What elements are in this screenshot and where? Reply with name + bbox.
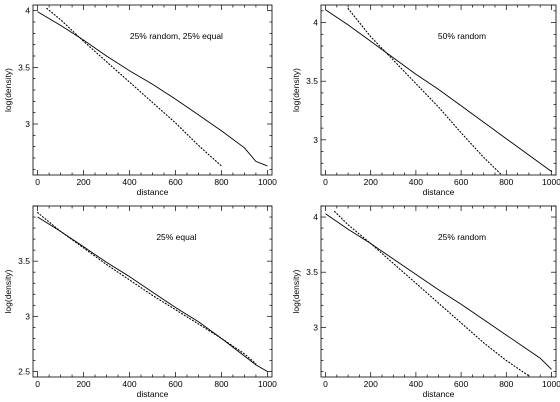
chart-panel-4: 0 200 400 600 800 1000 3 3.5 4 distance log(densit… — [291, 205, 560, 399]
x-axis-label: distance — [423, 389, 455, 399]
x-tick-label: 0 — [35, 379, 40, 389]
x-tick-label: 800 — [499, 379, 513, 389]
x-tick-label: 600 — [454, 379, 468, 389]
panel-annotation: 25% equal — [156, 232, 196, 242]
x-tick-label: 800 — [214, 177, 228, 187]
x-tick-label: 1000 — [542, 177, 560, 187]
x-tick-label: 800 — [499, 177, 513, 187]
x-tick-label: 400 — [122, 379, 136, 389]
chart-panel-3: 0 200 400 600 800 1000 2.5 3 3.5 distance log(dens… — [3, 205, 277, 399]
x-tick-label: 600 — [454, 177, 468, 187]
series-line-solid — [37, 216, 268, 372]
y-axis-label: log(density) — [3, 269, 13, 313]
y-tick-label: 3.5 — [18, 62, 30, 72]
series-line-dotted — [46, 7, 222, 167]
x-tick-label: 1000 — [258, 379, 277, 389]
plot-frame — [32, 205, 273, 378]
x-tick-label: 0 — [35, 177, 40, 187]
y-axis-label: log(density) — [291, 68, 301, 112]
y-tick-label: 4 — [25, 6, 30, 16]
x-tick-label: 200 — [76, 379, 90, 389]
x-tick-label: 400 — [409, 379, 423, 389]
chart-panel-2: 0 200 400 600 800 1000 3 3.5 4 distance log(densit… — [291, 4, 560, 197]
chart-panel-1: 0 200 400 600 800 1000 3 3.5 4 distance log(densit… — [3, 4, 277, 197]
series-line-solid — [325, 213, 552, 370]
y-tick-label: 3.5 — [306, 267, 318, 277]
y-tick-label: 3 — [25, 119, 30, 129]
x-tick-label: 600 — [168, 379, 182, 389]
y-tick-label: 2.5 — [18, 366, 30, 376]
y-tick-label: 4 — [313, 212, 318, 222]
series-line-dotted — [347, 7, 503, 176]
x-tick-label: 1000 — [542, 379, 560, 389]
x-tick-label: 800 — [214, 379, 228, 389]
panel-annotation: 25% random — [438, 232, 486, 242]
series-line-solid — [37, 11, 268, 167]
y-axis-label: log(density) — [291, 269, 301, 313]
y-tick-label: 3 — [313, 135, 318, 145]
x-tick-label: 1000 — [258, 177, 277, 187]
series-line-dotted — [37, 212, 257, 365]
panel-annotation: 25% random, 25% equal — [130, 31, 223, 41]
x-axis-label: distance — [137, 389, 169, 399]
x-axis-label: distance — [137, 187, 169, 197]
x-tick-label: 600 — [168, 177, 182, 187]
x-tick-label: 200 — [76, 177, 90, 187]
x-tick-label: 400 — [409, 177, 423, 187]
y-tick-label: 3.5 — [18, 256, 30, 266]
y-tick-label: 4 — [313, 18, 318, 28]
x-axis-label: distance — [423, 187, 455, 197]
y-axis-label: log(density) — [3, 68, 13, 112]
x-tick-label: 0 — [323, 379, 328, 389]
panel-annotation: 50% random — [438, 31, 486, 41]
y-tick-label: 3.5 — [306, 76, 318, 86]
x-tick-label: 200 — [364, 379, 378, 389]
x-tick-label: 200 — [364, 177, 378, 187]
y-tick-label: 3 — [313, 322, 318, 332]
series-line-solid — [325, 9, 552, 172]
x-tick-label: 400 — [122, 177, 136, 187]
series-line-dotted — [334, 210, 530, 377]
y-tick-label: 3 — [25, 311, 30, 321]
x-tick-label: 0 — [323, 177, 328, 187]
